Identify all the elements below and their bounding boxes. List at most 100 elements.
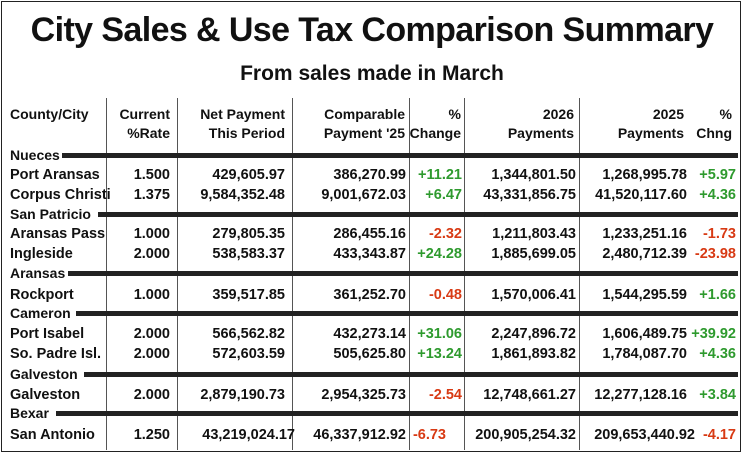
county-group-header: Cameron [2, 305, 742, 321]
header-line: %Rate [127, 125, 170, 141]
city-name: San Antonio [10, 427, 95, 443]
chng-cell: +1.66 [699, 287, 736, 303]
county-group-header: Bexar [2, 405, 742, 421]
comparable-payment-cell: 9,001,672.03 [321, 187, 406, 203]
county-name: Galveston [10, 366, 80, 382]
city-name: Galveston [10, 387, 81, 403]
county-name: San Patricio [10, 206, 93, 222]
rate-cell: 1.375 [133, 187, 170, 203]
percent-change-cell: +13.24 [417, 346, 462, 362]
header-percent-change: % Change [409, 105, 461, 143]
table-row: Rockport 1.000 359,517.85 361,252.70 -0.… [2, 285, 742, 305]
payments-2026-cell: 1,570,006.41 [491, 287, 576, 303]
rate-cell: 1.500 [133, 167, 170, 183]
header-line: Comparable [324, 106, 405, 122]
payments-2025-cell: 2,480,712.39 [602, 246, 687, 262]
chng-cell: +5.97 [699, 167, 736, 183]
header-2025-payments: 2025 Payments [579, 105, 684, 143]
comparable-payment-cell: 432,273.14 [333, 326, 406, 342]
city-name: So. Padre Isl. [10, 346, 102, 362]
payments-2025-cell: 41,520,117.60 [595, 187, 687, 203]
header-line: % [448, 106, 461, 122]
header-line: Payments [507, 125, 574, 141]
page-title: City Sales & Use Tax Comparison Summary [30, 11, 714, 49]
payments-2026-cell: 1,861,893.82 [491, 346, 576, 362]
comparable-payment-cell: 386,270.99 [333, 167, 406, 183]
chng-cell: -4.17 [702, 427, 736, 443]
net-payment-cell: 9,584,352.48 [200, 187, 285, 203]
percent-change-cell: +24.28 [417, 246, 462, 262]
payments-2025-cell: 209,653,440.92 [594, 427, 695, 443]
header-line: Net Payment [200, 106, 285, 122]
comparable-payment-cell: 286,455.16 [333, 226, 406, 242]
county-name: Bexar [10, 405, 51, 421]
county-group-header: Aransas [2, 265, 742, 281]
net-payment-cell: 429,605.97 [212, 167, 285, 183]
header-comparable-payment: Comparable Payment '25 [292, 105, 405, 143]
header-chng: % Chng [688, 105, 732, 143]
net-payment-cell: 566,562.82 [212, 326, 285, 342]
table-row: Port Isabel 2.000 566,562.82 432,273.14 … [2, 324, 742, 344]
header-line: % [719, 106, 732, 122]
city-name: Rockport [10, 287, 74, 303]
header-line: County/City [10, 106, 89, 122]
chng-cell: +4.36 [699, 346, 736, 362]
payments-2026-cell: 1,885,699.05 [491, 246, 576, 262]
payments-2026-cell: 200,905,254.32 [475, 427, 576, 443]
county-divider-bar [62, 153, 738, 158]
percent-change-cell: +6.47 [425, 187, 462, 203]
net-payment-cell: 2,879,190.73 [200, 387, 285, 403]
city-name: Aransas Pass [10, 226, 106, 242]
county-group-header: Nueces [2, 147, 742, 163]
table-row: So. Padre Isl. 2.000 572,603.59 505,625.… [2, 344, 742, 364]
comparable-payment-cell: 361,252.70 [333, 287, 406, 303]
page-subtitle: From sales made in March [240, 62, 504, 85]
county-divider-bar [76, 311, 738, 316]
county-divider-bar [98, 212, 738, 217]
header-line: Change [409, 125, 461, 141]
chng-cell: -1.73 [702, 226, 736, 242]
header-line: 2025 [652, 106, 684, 122]
payments-2025-cell: 12,277,128.16 [594, 387, 687, 403]
county-group-header: San Patricio [2, 206, 742, 222]
county-name: Aransas [10, 265, 68, 281]
payments-2025-cell: 1,784,087.70 [602, 346, 687, 362]
percent-change-cell: +11.21 [418, 167, 462, 183]
table-row: Galveston 2.000 2,879,190.73 2,954,325.7… [2, 385, 742, 405]
header-line: Payments [617, 125, 684, 141]
rate-cell: 2.000 [133, 346, 170, 362]
rate-cell: 1.000 [133, 287, 170, 303]
table-row: San Antonio 1.250 43,219,024.17 46,337,9… [2, 425, 742, 445]
county-divider-bar [68, 271, 738, 276]
payments-2025-cell: 1,268,995.78 [602, 167, 687, 183]
table-row: Ingleside 2.000 538,583.37 433,343.87 +2… [2, 244, 742, 264]
payments-2026-cell: 1,344,801.50 [491, 167, 576, 183]
county-group-header: Galveston [2, 366, 742, 382]
city-name: Port Aransas [10, 167, 100, 183]
net-payment-cell: 359,517.85 [212, 287, 285, 303]
county-divider-bar [56, 411, 738, 416]
net-payment-cell: 572,603.59 [212, 346, 285, 362]
comparable-payment-cell: 505,625.80 [333, 346, 406, 362]
percent-change-cell: -2.32 [428, 226, 462, 242]
rate-cell: 1.250 [133, 427, 170, 443]
net-payment-cell: 43,219,024.17 [202, 427, 295, 443]
county-name: Cameron [10, 305, 73, 321]
city-name: Ingleside [10, 246, 73, 262]
table-row: Aransas Pass 1.000 279,805.35 286,455.16… [2, 224, 742, 244]
percent-change-cell: -6.73 [412, 427, 446, 443]
chng-cell: -23.98 [694, 246, 736, 262]
comparable-payment-cell: 46,337,912.92 [313, 427, 406, 443]
payments-2026-cell: 43,331,856.75 [483, 187, 576, 203]
rate-cell: 2.000 [133, 326, 170, 342]
header-line: Payment '25 [323, 125, 405, 141]
county-divider-bar [84, 372, 738, 377]
header-line: 2026 [542, 106, 574, 122]
city-name: Port Isabel [10, 326, 85, 342]
rate-cell: 2.000 [133, 246, 170, 262]
comparable-payment-cell: 433,343.87 [333, 246, 406, 262]
city-name: Corpus Christi [10, 187, 111, 203]
payments-2025-cell: 1,233,251.16 [602, 226, 687, 242]
payments-2026-cell: 12,748,661.27 [483, 387, 576, 403]
